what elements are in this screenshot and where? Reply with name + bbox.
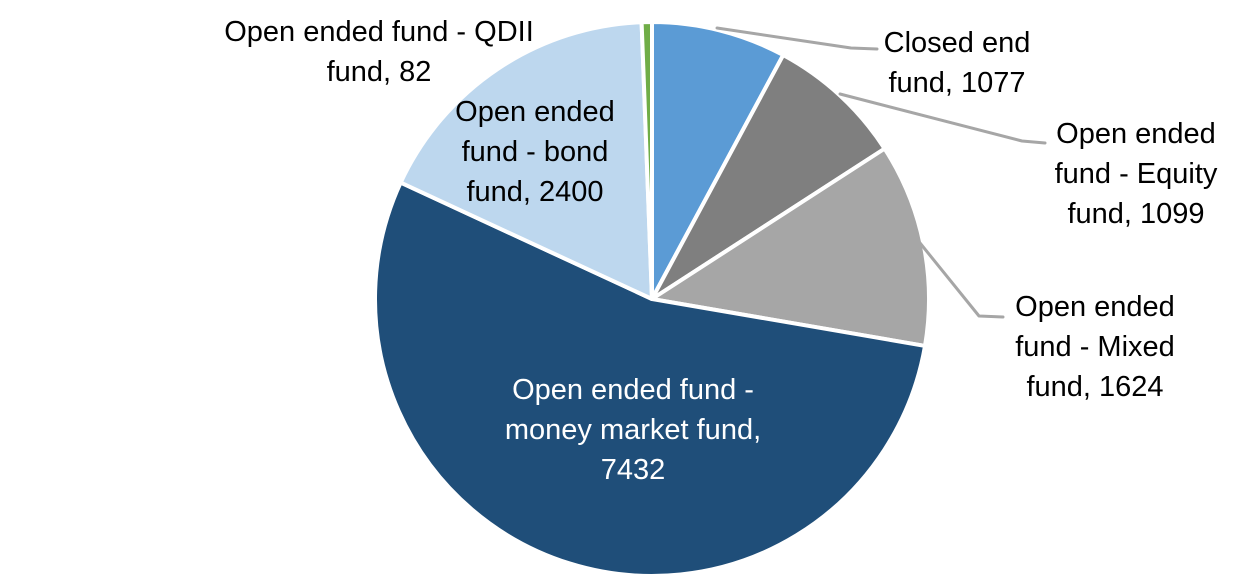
label-closed-end-fund-line: Closed end <box>883 27 1031 59</box>
leader-line-closed-end-fund <box>715 26 879 51</box>
pie-slices-group <box>373 20 931 578</box>
label-qdii-fund-line: fund, 82 <box>326 56 432 88</box>
label-equity-fund-line: fund, 1099 <box>1067 198 1205 230</box>
pie-slice-open-ended-fund-bond-fund[interactable] <box>398 20 654 301</box>
label-money-market-fund-line: 7432 <box>600 454 666 486</box>
leader-line-equity-fund <box>838 92 1047 145</box>
pie-slice-open-ended-fund-money-market-fund[interactable] <box>373 180 927 578</box>
label-qdii-fund: Open ended fund - QDII fund, 82 <box>189 12 569 92</box>
label-equity-fund-line: fund - Equity <box>1054 158 1218 190</box>
label-equity-fund: Open ended fund - Equity fund, 1099 <box>1026 114 1246 234</box>
label-money-market-fund: Open ended fund - money market fund, 743… <box>453 370 813 490</box>
label-bond-fund-line: Open ended <box>455 96 615 128</box>
label-closed-end-fund-line: fund, 1077 <box>888 67 1026 99</box>
label-bond-fund-line: fund - bond <box>461 136 609 168</box>
label-equity-fund-line: Open ended <box>1056 118 1216 150</box>
label-bond-fund: Open ended fund - bond fund, 2400 <box>425 92 645 212</box>
label-money-market-fund-line: money market fund, <box>504 414 762 446</box>
label-mixed-fund-line: Open ended <box>1015 291 1175 323</box>
label-mixed-fund: Open ended fund - Mixed fund, 1624 <box>985 287 1205 407</box>
pie-slice-open-ended-fund-mixed-fund[interactable] <box>650 146 931 348</box>
label-mixed-fund-line: fund, 1624 <box>1026 371 1164 403</box>
label-money-market-fund-line: Open ended fund - <box>512 374 754 406</box>
pie-slice-closed-end-fund[interactable] <box>650 20 786 301</box>
label-mixed-fund-line: fund - Mixed <box>1015 331 1175 363</box>
label-qdii-fund-line: Open ended fund - QDII <box>224 16 534 48</box>
pie-slice-open-ended-fund-qdii-fund[interactable] <box>639 20 654 301</box>
label-closed-end-fund: Closed end fund, 1077 <box>847 23 1067 103</box>
label-bond-fund-line: fund, 2400 <box>466 176 604 208</box>
leader-line-mixed-fund <box>918 241 1005 319</box>
